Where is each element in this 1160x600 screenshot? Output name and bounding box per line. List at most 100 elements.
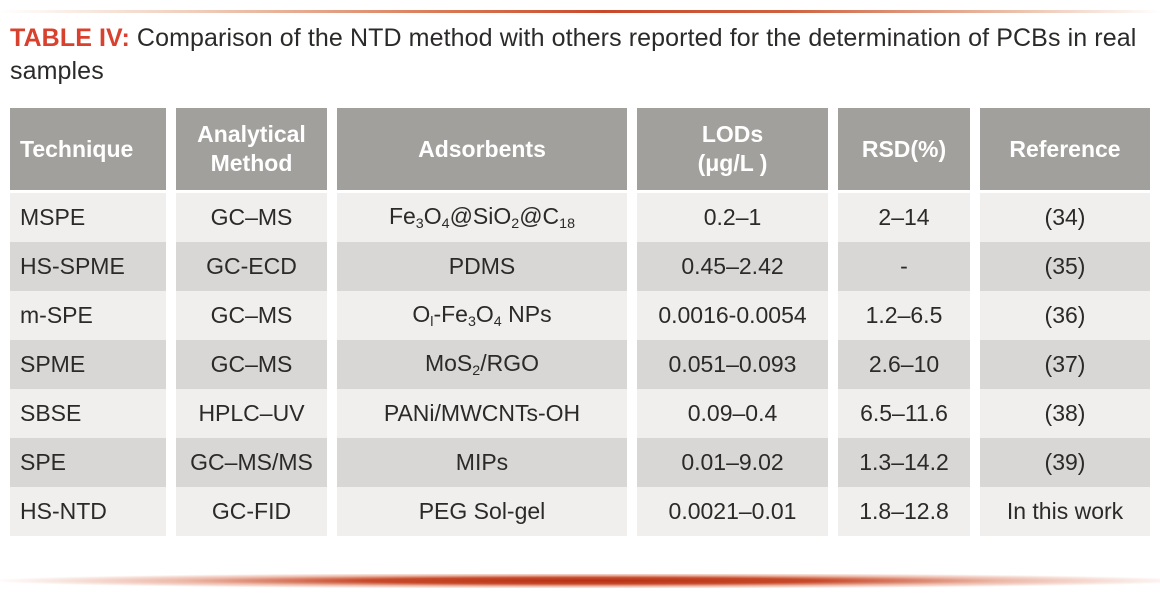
cell-text: MoS2/RGO (424, 350, 539, 379)
cell-text: 2–14 (878, 204, 930, 230)
cell-text: m-SPE (20, 302, 93, 328)
cell-text: 0.051–0.093 (668, 351, 797, 377)
cell-text: (39) (1044, 449, 1086, 475)
cell-technique: HS-SPME (10, 242, 166, 291)
table-row: SPE GC–MS/MS MIPs 0.01–9.02 1.3–14.2 (39) (10, 438, 1150, 487)
cell-text: SPE (20, 449, 67, 475)
header-cell-3: Adsorbents (337, 108, 627, 190)
table-row: HS-NTD GC-FID PEG Sol-gel 0.0021–0.01 1.8–12… (10, 487, 1150, 536)
cell-text: 2.6–10 (868, 351, 940, 377)
cell-method: HPLC–UV (176, 389, 327, 438)
cell-technique: SPE (10, 438, 166, 487)
table-row: m-SPE GC–MS Ol-Fe3O4 NPs 0.0016-0.0054 1.2–6… (10, 291, 1150, 340)
cell-reference: In this work (980, 487, 1150, 536)
cell-text: GC–MS (210, 302, 293, 328)
cell-text: Fe3O4@SiO2@C18 (388, 203, 576, 232)
cell-reference: (36) (980, 291, 1150, 340)
cell-method: GC-ECD (176, 242, 327, 291)
cell-text: (38) (1044, 400, 1086, 426)
header-cell-4: LODs (μg/L ) (637, 108, 828, 190)
cell-text: GC-ECD (206, 253, 297, 279)
subscript-text: l (430, 313, 434, 330)
cell-text: MIPs (455, 449, 509, 475)
cell-text: (34) (1044, 204, 1086, 230)
cell-rsd: 2.6–10 (838, 340, 970, 389)
cell-text: - (900, 253, 908, 279)
cell-text: GC–MS (210, 204, 293, 230)
table-row: MSPE GC–MS Fe3O4@SiO2@C18 0.2–1 2–14 (34) (10, 193, 1150, 242)
cell-text: 0.0021–0.01 (668, 498, 797, 524)
cell-lods: 0.0021–0.01 (637, 487, 828, 536)
cell-text: 0.45–2.42 (681, 253, 784, 279)
cell-adsorbent: PANi/MWCNTs-OH (337, 389, 627, 438)
cell-lods: 0.45–2.42 (637, 242, 828, 291)
subscript-text: 18 (559, 215, 576, 232)
cell-method: GC–MS (176, 291, 327, 340)
cell-text: SPME (20, 351, 86, 377)
cell-text: 0.2–1 (703, 204, 762, 230)
cell-technique: SPME (10, 340, 166, 389)
cell-reference: (38) (980, 389, 1150, 438)
cell-lods: 0.0016-0.0054 (637, 291, 828, 340)
cell-adsorbent: PDMS (337, 242, 627, 291)
cell-text: HS-SPME (20, 253, 125, 279)
bottom-gradient-rule (0, 574, 1160, 588)
cell-lods: 0.01–9.02 (637, 438, 828, 487)
table-caption: TABLE IV: Comparison of the NTD method w… (10, 22, 1156, 88)
cell-text: PEG Sol-gel (418, 498, 546, 524)
cell-text: MSPE (20, 204, 86, 230)
cell-text: SBSE (20, 400, 82, 426)
cell-text: 0.0016-0.0054 (658, 302, 807, 328)
cell-adsorbent: PEG Sol-gel (337, 487, 627, 536)
top-gradient-rule (0, 10, 1160, 13)
header-cell-5: RSD(%) (838, 108, 970, 190)
cell-method: GC-FID (176, 487, 327, 536)
cell-lods: 0.051–0.093 (637, 340, 828, 389)
cell-text: HS-NTD (20, 498, 107, 524)
cell-rsd: 1.2–6.5 (838, 291, 970, 340)
cell-rsd: 1.8–12.8 (838, 487, 970, 536)
cell-text: Ol-Fe3O4 NPs (412, 301, 552, 330)
cell-adsorbent: Fe3O4@SiO2@C18 (337, 193, 627, 242)
table-row: SBSE HPLC–UV PANi/MWCNTs-OH 0.09–0.4 6.5–11.… (10, 389, 1150, 438)
cell-lods: 0.2–1 (637, 193, 828, 242)
cell-text: GC-FID (211, 498, 292, 524)
header-cell-1: Technique (10, 108, 166, 190)
cell-rsd: 2–14 (838, 193, 970, 242)
cell-text: PANi/MWCNTs-OH (383, 400, 581, 426)
cell-rsd: 6.5–11.6 (838, 389, 970, 438)
table-caption-text: Comparison of the NTD method with others… (10, 24, 1137, 85)
header-row: Technique Analytical Method Adsorbents LODs… (10, 108, 1150, 190)
subscript-text: 2 (511, 215, 520, 232)
cell-text: PDMS (448, 253, 516, 279)
subscript-text: 4 (441, 215, 450, 232)
table-caption-label: TABLE IV: (10, 24, 130, 52)
cell-text: (35) (1044, 253, 1086, 279)
cell-adsorbent: MIPs (337, 438, 627, 487)
cell-technique: HS-NTD (10, 487, 166, 536)
cell-reference: (37) (980, 340, 1150, 389)
header-cell-6: Reference (980, 108, 1150, 190)
subscript-text: 3 (467, 313, 476, 330)
cell-technique: m-SPE (10, 291, 166, 340)
cell-reference: (39) (980, 438, 1150, 487)
cell-text: 0.09–0.4 (687, 400, 778, 426)
header-cell-2: Analytical Method (176, 108, 327, 190)
cell-text: (37) (1044, 351, 1086, 377)
cell-method: GC–MS (176, 193, 327, 242)
cell-rsd: 1.3–14.2 (838, 438, 970, 487)
cell-method: GC–MS (176, 340, 327, 389)
cell-technique: SBSE (10, 389, 166, 438)
cell-text: In this work (1006, 498, 1124, 524)
cell-reference: (35) (980, 242, 1150, 291)
cell-text: (36) (1044, 302, 1086, 328)
cell-adsorbent: MoS2/RGO (337, 340, 627, 389)
cell-adsorbent: Ol-Fe3O4 NPs (337, 291, 627, 340)
table-row: SPME GC–MS MoS2/RGO 0.051–0.093 2.6–10 (37) (10, 340, 1150, 389)
subscript-text: 3 (415, 215, 424, 232)
cell-technique: MSPE (10, 193, 166, 242)
cell-text: 1.3–14.2 (859, 449, 949, 475)
cell-text: 1.2–6.5 (865, 302, 943, 328)
cell-text: 1.8–12.8 (859, 498, 949, 524)
